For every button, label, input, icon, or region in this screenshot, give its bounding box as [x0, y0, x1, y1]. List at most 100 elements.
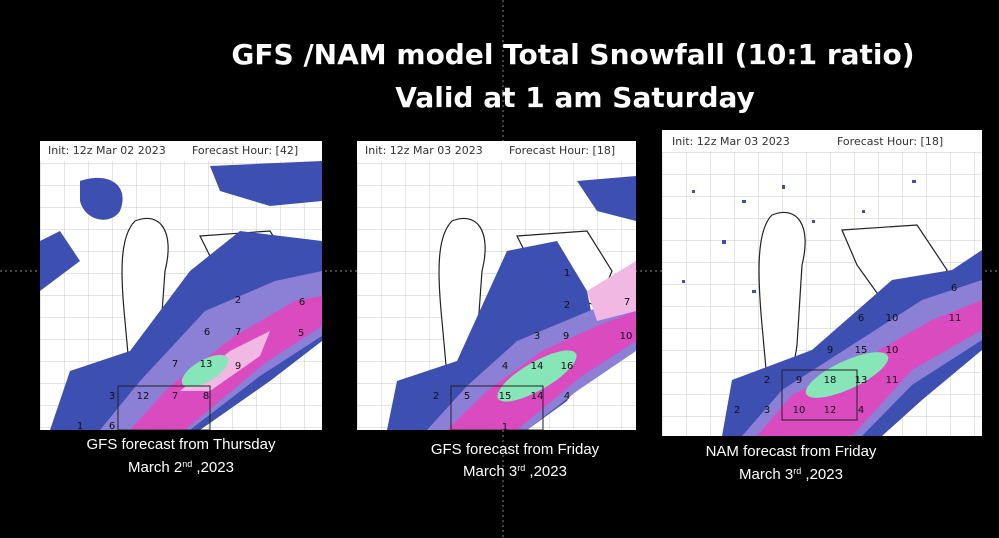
text-part: March 3: [463, 463, 517, 480]
subtitle: Valid at 1 am Saturday: [395, 81, 755, 114]
map-label: 7: [172, 359, 178, 370]
map-label: 6: [109, 421, 115, 432]
text-part: nd: [182, 459, 192, 469]
map-label: 9: [563, 331, 569, 342]
map-label: 16: [561, 361, 574, 372]
map-shape: [577, 176, 636, 221]
map-shape: [40, 141, 322, 161]
text-part: rd: [517, 463, 525, 473]
map-label: 5: [464, 391, 470, 402]
label-group: 6 6 10 11 9 15 10 2 9 18 13 11 2 3 10 12…: [734, 283, 962, 416]
map-shape: [497, 350, 577, 402]
map-label: 6: [204, 327, 210, 338]
map-label: 5: [298, 328, 304, 339]
label-group: 1 2 7 3 9 10 4 14 16 2 5 15 14 4 1: [433, 268, 633, 433]
map-shape: [781, 369, 858, 421]
map-shape: [862, 210, 865, 213]
map-shape: [812, 220, 815, 223]
text-part: ,2023: [801, 466, 843, 483]
map-label: 15: [855, 345, 868, 356]
map-label: 15: [499, 391, 512, 402]
map-shape: [692, 190, 695, 193]
map-header: Forecast Hour: [18]: [837, 135, 943, 148]
map-label: 12: [824, 405, 837, 416]
caption: March 3rd ,2023: [739, 466, 843, 483]
map-label: 9: [235, 361, 241, 372]
map-label: 1: [502, 422, 508, 433]
caption: GFS forecast from Thursday: [87, 436, 276, 453]
map-shape: [752, 290, 756, 293]
caption: March 2nd ,2023: [128, 459, 234, 476]
map-shape: [450, 385, 544, 430]
map-panel: Init: 12z Mar 03 2023 Forecast Hour: [18…: [357, 141, 636, 433]
caption: GFS forecast from Friday: [431, 441, 600, 458]
map-shape: [782, 185, 785, 189]
map-label: 4: [858, 405, 864, 416]
map-label: 2: [764, 375, 770, 386]
text-part: March 3: [739, 466, 793, 483]
map-label: 6: [858, 313, 864, 324]
map-shape: [662, 130, 982, 152]
map-label: 2: [235, 295, 241, 306]
map-label: 7: [235, 327, 241, 338]
map-label: 6: [299, 297, 305, 308]
map-label: 9: [827, 345, 833, 356]
title: GFS /NAM model Total Snowfall (10:1 rati…: [231, 38, 914, 71]
map-label: 7: [624, 297, 630, 308]
map-shape: [742, 200, 746, 203]
map-label: 2: [734, 405, 740, 416]
map-shape: [722, 240, 726, 244]
text-part: rd: [793, 466, 801, 476]
map-label: 8: [203, 391, 209, 402]
map-label: 14: [531, 391, 544, 402]
map-header: Forecast Hour: [42]: [192, 144, 298, 157]
map-label: 4: [502, 361, 508, 372]
map-label: 12: [137, 391, 150, 402]
map-shape: [912, 180, 916, 183]
map-shape: [587, 261, 636, 321]
map-header: Init: 12z Mar 03 2023: [672, 135, 790, 148]
caption: NAM forecast from Friday: [706, 443, 877, 460]
label-group: 2 6 6 7 5 7 13 9 3 12 7 8 1 6: [77, 295, 305, 432]
map-panel: Init: 12z Mar 03 2023 Forecast Hour: [18…: [662, 130, 982, 436]
map-label: 6: [951, 283, 957, 294]
map-panel: Init: 12z Mar 02 2023 Forecast Hour: [42…: [40, 141, 322, 432]
map-shape: [100, 271, 322, 430]
map-shape: [682, 280, 685, 283]
map-label: 18: [824, 375, 837, 386]
text-part: ,2023: [525, 463, 567, 480]
map-label: 3: [534, 331, 540, 342]
map-header: Forecast Hour: [18]: [509, 144, 615, 157]
map-label: 1: [77, 421, 83, 432]
map-label: 2: [564, 300, 570, 311]
map-header: Init: 12z Mar 03 2023: [365, 144, 483, 157]
map-shape: [682, 180, 916, 293]
map-label: 2: [433, 391, 439, 402]
map-shape: [80, 161, 322, 220]
map-shape: [40, 231, 80, 291]
map-label: 7: [172, 391, 178, 402]
caption: March 3rd ,2023: [463, 463, 567, 480]
map-shape: [117, 385, 211, 430]
map-label: 10: [886, 313, 899, 324]
map-label: 13: [855, 375, 868, 386]
text-part: ,2023: [192, 459, 234, 476]
text-part: March 2: [128, 459, 182, 476]
map-label: 3: [764, 405, 770, 416]
map-label: 1: [564, 268, 570, 279]
map-label: 9: [796, 375, 802, 386]
map-label: 10: [620, 331, 633, 342]
map-label: 10: [793, 405, 806, 416]
map-shape: [805, 352, 889, 398]
map-header: Init: 12z Mar 02 2023: [48, 144, 166, 157]
map-label: 11: [886, 375, 899, 386]
map-shape: [181, 354, 229, 388]
map-label: 13: [200, 359, 213, 370]
map-label: 10: [886, 345, 899, 356]
map-label: 14: [531, 361, 544, 372]
map-label: 11: [949, 313, 962, 324]
map-shape: [357, 141, 636, 161]
map-label: 4: [564, 391, 570, 402]
map-label: 3: [109, 391, 115, 402]
